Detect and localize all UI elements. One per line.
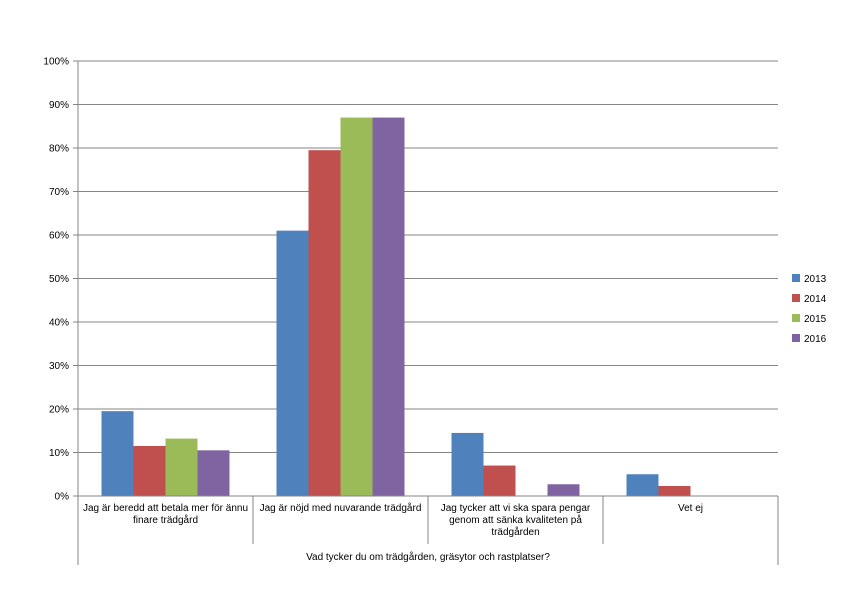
legend: 2013 2014 2015 2016 — [792, 274, 827, 345]
bar-2014-cat3 — [483, 465, 516, 496]
y-tick-label: 20% — [49, 405, 69, 416]
legend-swatch-2014 — [792, 294, 800, 302]
category-label: Vet ej — [677, 503, 704, 514]
y-tick-label: 10% — [49, 448, 69, 459]
bar-2013-cat2 — [276, 230, 309, 496]
bar-2016-cat1 — [197, 450, 230, 496]
bar-2014-cat1 — [133, 445, 166, 496]
y-tick-label: 70% — [49, 187, 69, 198]
bar-2015-cat1 — [165, 438, 198, 496]
y-tick-label: 0% — [55, 492, 70, 503]
legend-swatch-2013 — [792, 274, 800, 282]
y-axis-ticks: 0% 10% 20% 30% 40% 50% 60% 70% 80% 90% 100% — [43, 57, 78, 503]
y-tick-label: 40% — [49, 318, 69, 329]
y-tick-label: 60% — [49, 231, 69, 242]
y-tick-label: 90% — [49, 100, 69, 111]
x-axis-title: Vad tycker du om trädgården, gräsytor oc… — [306, 552, 550, 563]
bar-2015-cat2 — [340, 117, 373, 497]
legend-label-2015: 2015 — [804, 314, 827, 325]
gridlines — [78, 60, 778, 453]
bar-2014-cat4 — [658, 485, 691, 496]
bar-2013-cat3 — [451, 432, 484, 496]
y-tick-label: 80% — [49, 144, 69, 155]
category-label: Jag är nöjd med nuvarande trädgård — [259, 503, 422, 514]
bar-2016-cat2 — [372, 117, 405, 497]
category-label: Jag tycker att vi ska spara pengar genom… — [440, 503, 591, 538]
bar-2013-cat1 — [101, 411, 134, 496]
category-label: Jag är beredd att betala mer för ännu fi… — [82, 503, 249, 526]
axes — [77, 61, 779, 565]
legend-swatch-2015 — [792, 314, 800, 322]
bar-2013-cat4 — [626, 474, 659, 496]
bar-2014-cat2 — [308, 150, 341, 497]
bars — [101, 117, 691, 497]
legend-label-2013: 2013 — [804, 274, 827, 285]
legend-label-2014: 2014 — [804, 294, 827, 305]
y-tick-label: 50% — [49, 274, 69, 285]
y-tick-label: 100% — [43, 57, 69, 68]
y-tick-label: 30% — [49, 361, 69, 372]
legend-swatch-2016 — [792, 334, 800, 342]
legend-label-2016: 2016 — [804, 334, 827, 345]
bar-2016-cat3 — [547, 484, 580, 496]
